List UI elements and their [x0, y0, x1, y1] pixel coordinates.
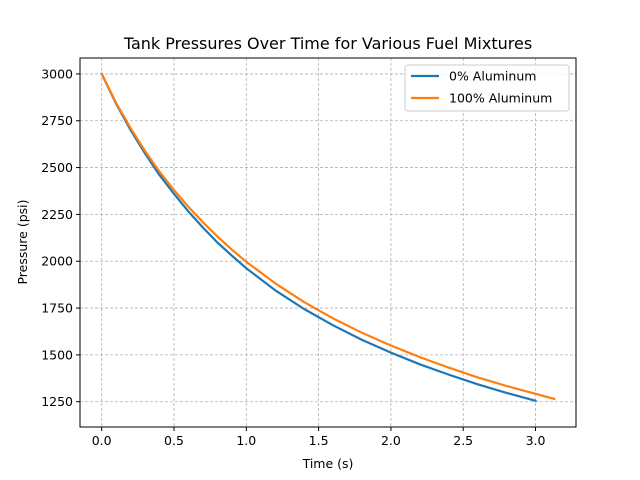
x-tick-label: 2.5: [453, 433, 473, 448]
axis-ticks: 0.0 0.5 1.0 1.5 2.0 2.5 3.0 1250 1500 1750 2000 225…: [41, 66, 545, 448]
series-layer: [100, 72, 556, 403]
series-line-2: [100, 72, 556, 401]
y-tick-label: 2000: [41, 254, 73, 269]
y-axis-label: Pressure (psi): [15, 199, 30, 284]
legend-label-2: 100% Aluminum: [449, 91, 552, 106]
grid-lines: [80, 58, 576, 427]
y-tick-label: 1500: [41, 347, 73, 362]
y-tick-label: 3000: [41, 66, 73, 81]
legend: 0% Aluminum 100% Aluminum: [404, 64, 570, 112]
x-axis-label: Time (s): [302, 456, 354, 471]
y-tick-label: 2500: [41, 160, 73, 175]
x-tick-label: 1.0: [236, 433, 256, 448]
y-tick-label: 2750: [41, 113, 73, 128]
legend-box: [404, 64, 570, 112]
x-tick-label: 0.5: [164, 433, 184, 448]
y-tick-label: 1750: [41, 301, 73, 316]
plot-frame: [79, 57, 577, 428]
x-tick-label: 0.0: [92, 433, 112, 448]
legend-label-1: 0% Aluminum: [449, 69, 536, 84]
series-line-1: [100, 72, 537, 403]
y-tick-label: 2250: [41, 207, 73, 222]
x-tick-label: 1.5: [309, 433, 329, 448]
x-tick-label: 3.0: [526, 433, 546, 448]
x-tick-label: 2.0: [381, 433, 401, 448]
y-tick-label: 1250: [41, 394, 73, 409]
chart-title: Tank Pressures Over Time for Various Fue…: [123, 34, 532, 53]
